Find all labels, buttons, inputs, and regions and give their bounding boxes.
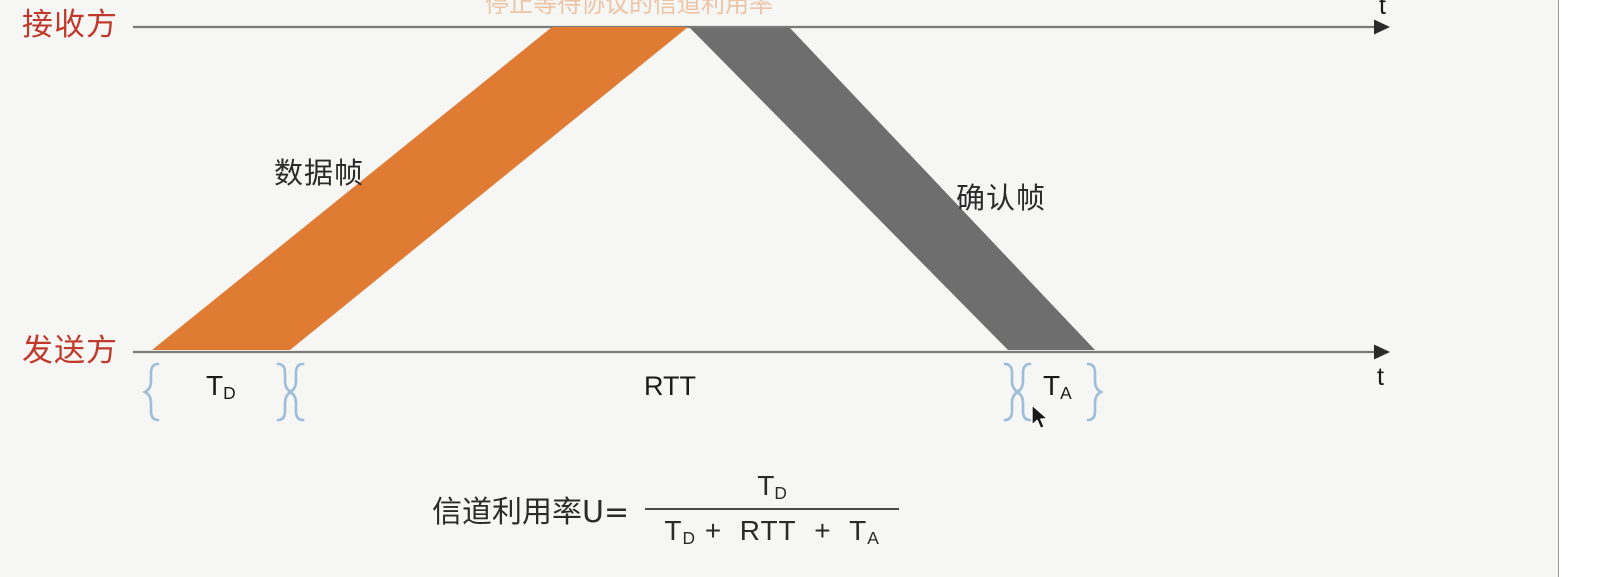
td-base: T bbox=[206, 370, 224, 401]
data-frame-shape bbox=[152, 27, 688, 350]
slide-canvas: 停止等待协议的信道利用率 接收 bbox=[22, 0, 1390, 549]
timing-diagram bbox=[133, 19, 1390, 422]
ta-sub: A bbox=[1060, 382, 1072, 403]
td-sub: D bbox=[223, 382, 236, 403]
right-margin bbox=[1559, 0, 1610, 577]
sender-axis-tick-t: t bbox=[1377, 363, 1384, 391]
numerator-base: T bbox=[757, 470, 775, 501]
ta-base: T bbox=[1043, 370, 1061, 401]
interval-label-td: TD bbox=[206, 372, 236, 402]
brace-ta bbox=[1014, 362, 1104, 422]
formula-lead-text: 信道利用率U= bbox=[432, 495, 630, 531]
den-sub-1: D bbox=[682, 527, 697, 548]
data-frame-label: 数据帧 bbox=[274, 156, 365, 190]
mouse-cursor-icon bbox=[1031, 404, 1049, 430]
fraction-numerator: TD bbox=[757, 470, 787, 508]
sender-label: 发送方 bbox=[22, 333, 118, 369]
numerator-sub: D bbox=[774, 482, 787, 503]
fraction-denominator: TD + RTT + TA bbox=[664, 510, 879, 549]
ack-frame-shape bbox=[690, 28, 1095, 350]
channel-utilization-formula: 信道利用率U= TD TD + RTT + TA bbox=[432, 470, 900, 549]
den-term-1: T bbox=[664, 514, 683, 546]
fraction-bar bbox=[645, 507, 900, 510]
den-sub-3: A bbox=[867, 527, 880, 548]
interval-label-rtt: RTT bbox=[644, 371, 696, 401]
ack-frame-label: 确认帧 bbox=[956, 181, 1047, 215]
slide-divider bbox=[1558, 0, 1559, 577]
den-term-3: T bbox=[849, 514, 868, 546]
fraction: TD TD + RTT + TA bbox=[645, 470, 900, 549]
receiver-axis bbox=[133, 19, 1390, 35]
interval-label-ta: TA bbox=[1043, 372, 1072, 402]
receiver-axis-tick-t: t bbox=[1379, 0, 1386, 20]
den-op-2: + bbox=[814, 514, 832, 546]
den-op-1: + bbox=[704, 514, 723, 546]
sender-axis bbox=[133, 344, 1390, 360]
slide-title-partial: 停止等待协议的信道利用率 bbox=[485, 0, 773, 18]
receiver-label: 接收方 bbox=[22, 7, 118, 43]
den-term-2: RTT bbox=[739, 514, 797, 546]
